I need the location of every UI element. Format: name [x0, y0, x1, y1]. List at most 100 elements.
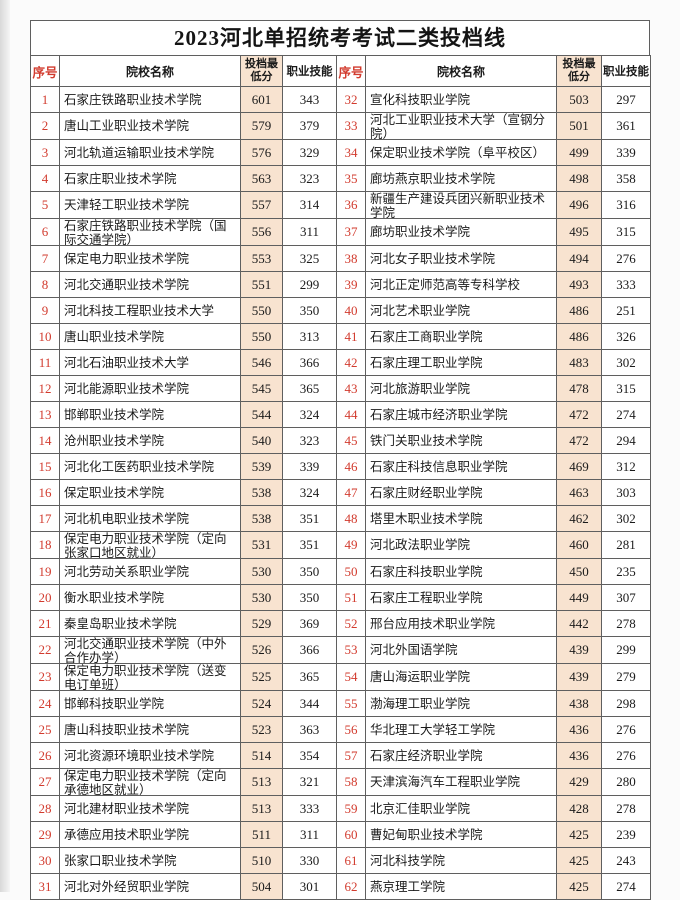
score-cell: 550: [240, 297, 283, 324]
score-cell: 553: [240, 245, 283, 272]
rank-cell: 60: [336, 821, 366, 848]
table-row: 18 保定电力职业技术学院（定向张家口地区就业） 531 351 49 河北政法职业学院 4…: [30, 531, 651, 559]
table-row: 27 保定电力职业技术学院（定向承德地区就业） 513 321 58 天津滨海汽车工程职业…: [30, 768, 651, 796]
score-cell: 501: [556, 112, 602, 140]
college-name-cell: 唐山工业职业技术学院: [59, 112, 241, 140]
skill-cell: 314: [282, 191, 337, 219]
college-name-cell: 新疆生产建设兵团兴新职业技术学院: [365, 191, 557, 219]
rank-cell: 29: [30, 821, 60, 848]
score-cell: 513: [240, 795, 283, 822]
col-header-score-left: 投档最低分: [240, 55, 283, 87]
rank-cell: 49: [336, 531, 366, 559]
score-cell: 425: [556, 873, 602, 900]
skill-cell: 313: [282, 323, 337, 350]
rank-cell: 3: [30, 139, 60, 166]
score-cell: 544: [240, 401, 283, 428]
skill-cell: 350: [282, 584, 337, 611]
rank-cell: 41: [336, 323, 366, 350]
score-cell: 486: [556, 323, 602, 350]
rank-cell: 10: [30, 323, 60, 350]
rank-cell: 37: [336, 218, 366, 246]
table-row: 3 河北轨道运输职业技术学院 576 329 34 保定职业技术学院（阜平校区） 499 33…: [30, 139, 651, 166]
score-cell: 442: [556, 610, 602, 637]
rank-cell: 53: [336, 636, 366, 664]
score-cell: 530: [240, 584, 283, 611]
rank-cell: 22: [30, 636, 60, 664]
rank-cell: 62: [336, 873, 366, 900]
college-name-cell: 北京汇佳职业学院: [365, 795, 557, 822]
table-row: 24 邯郸科技职业学院 524 344 55 渤海理工职业学院 438 298: [30, 690, 651, 717]
skill-cell: 339: [601, 139, 651, 166]
score-cell: 499: [556, 139, 602, 166]
skill-cell: 279: [601, 663, 651, 691]
college-name-cell: 河北资源环境职业技术学院: [59, 742, 241, 769]
skill-cell: 251: [601, 297, 651, 324]
col-header-name-right: 院校名称: [365, 55, 557, 87]
skill-cell: 326: [601, 323, 651, 350]
rank-cell: 34: [336, 139, 366, 166]
rank-cell: 48: [336, 505, 366, 532]
rank-cell: 17: [30, 505, 60, 532]
table-row: 31 河北对外经贸职业学院 504 301 62 燕京理工学院 425 274: [30, 873, 651, 900]
score-cell: 450: [556, 558, 602, 585]
skill-cell: 323: [282, 165, 337, 192]
skill-cell: 329: [282, 139, 337, 166]
table-row: 20 衡水职业技术学院 530 350 51 石家庄工程职业学院 449 307: [30, 584, 651, 611]
table-row: 26 河北资源环境职业技术学院 514 354 57 石家庄经济职业学院 436 276: [30, 742, 651, 769]
college-name-cell: 保定电力职业技术学院（送变电订单班）: [59, 663, 241, 691]
college-name-cell: 河北工业职业技术大学（宣钢分院）: [365, 112, 557, 140]
rank-cell: 4: [30, 165, 60, 192]
rank-cell: 54: [336, 663, 366, 691]
skill-cell: 325: [282, 245, 337, 272]
table-row: 15 河北化工医药职业技术学院 539 339 46 石家庄科技信息职业学院 469 312: [30, 453, 651, 480]
table-row: 10 唐山职业技术学院 550 313 41 石家庄工商职业学院 486 326: [30, 323, 651, 350]
college-name-cell: 塔里木职业技术学院: [365, 505, 557, 532]
college-name-cell: 秦皇岛职业技术学院: [59, 610, 241, 637]
table-row: 4 石家庄职业技术学院 563 323 35 廊坊燕京职业技术学院 498 358: [30, 165, 651, 192]
score-cell: 436: [556, 742, 602, 769]
skill-cell: 302: [601, 349, 651, 376]
score-cell: 601: [240, 86, 283, 113]
score-cell: 513: [240, 768, 283, 796]
skill-cell: 299: [282, 271, 337, 298]
college-name-cell: 河北能源职业技术学院: [59, 375, 241, 402]
rank-cell: 20: [30, 584, 60, 611]
skill-cell: 351: [282, 505, 337, 532]
rank-cell: 52: [336, 610, 366, 637]
score-cell: 545: [240, 375, 283, 402]
table-row: 17 河北机电职业技术学院 538 351 48 塔里木职业技术学院 462 302: [30, 505, 651, 532]
skill-cell: 316: [601, 191, 651, 219]
score-cell: 511: [240, 821, 283, 848]
college-name-cell: 石家庄工程职业学院: [365, 584, 557, 611]
rank-cell: 56: [336, 716, 366, 743]
rank-cell: 28: [30, 795, 60, 822]
college-name-cell: 保定电力职业技术学院（定向张家口地区就业）: [59, 531, 241, 559]
college-name-cell: 天津轻工职业技术学院: [59, 191, 241, 219]
skill-cell: 278: [601, 795, 651, 822]
table-row: 6 石家庄铁路职业技术学院（国际交通学院） 556 311 37 廊坊职业技术学院 495 3…: [30, 218, 651, 246]
rank-cell: 39: [336, 271, 366, 298]
rank-cell: 9: [30, 297, 60, 324]
table-row: 16 保定职业技术学院 538 324 47 石家庄财经职业学院 463 303: [30, 479, 651, 506]
score-cell: 510: [240, 847, 283, 874]
score-cell: 503: [556, 86, 602, 113]
score-cell: 540: [240, 427, 283, 454]
score-cell: 525: [240, 663, 283, 691]
table-row: 7 保定电力职业技术学院 553 325 38 河北女子职业技术学院 494 276: [30, 245, 651, 272]
skill-cell: 366: [282, 349, 337, 376]
skill-cell: 344: [282, 690, 337, 717]
rank-cell: 46: [336, 453, 366, 480]
score-cell: 425: [556, 847, 602, 874]
rank-cell: 2: [30, 112, 60, 140]
college-name-cell: 河北外国语学院: [365, 636, 557, 664]
score-cell: 486: [556, 297, 602, 324]
skill-cell: 379: [282, 112, 337, 140]
college-name-cell: 衡水职业技术学院: [59, 584, 241, 611]
skill-cell: 280: [601, 768, 651, 796]
page-title: 2023河北单招统考考试二类投档线: [30, 20, 650, 55]
col-header-skill-right: 职业技能: [601, 55, 651, 87]
table-row: 2 唐山工业职业技术学院 579 379 33 河北工业职业技术大学（宣钢分院） 501 36…: [30, 112, 651, 140]
header-row: 序号 院校名称 投档最低分 职业技能 序号 院校名称 投档最低分 职业技能: [30, 55, 651, 87]
score-cell: 483: [556, 349, 602, 376]
